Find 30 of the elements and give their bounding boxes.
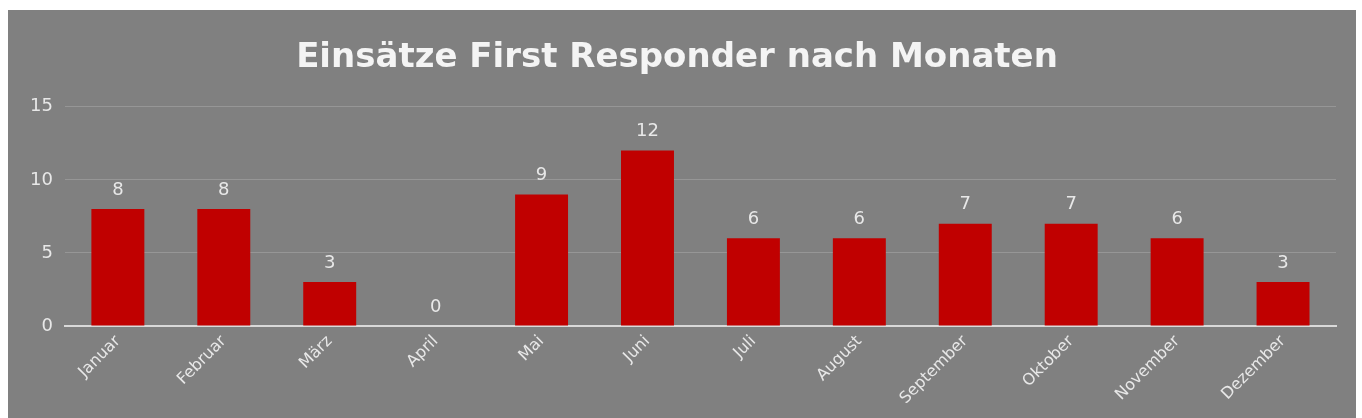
bar [726, 238, 780, 326]
bar [197, 209, 251, 326]
data-label: 12 [636, 119, 659, 141]
bar [938, 223, 992, 326]
y-tick-label: 10 [30, 167, 53, 189]
data-label: 6 [853, 206, 866, 228]
data-label: 6 [1171, 206, 1183, 228]
chart-title: Einsätze First Responder nach Monaten [296, 35, 1058, 76]
data-label: 3 [323, 250, 336, 272]
data-label: 0 [429, 294, 442, 316]
bar [621, 150, 674, 326]
bar [91, 209, 145, 326]
bar [1256, 282, 1310, 326]
bar [1044, 223, 1098, 326]
bar [1150, 238, 1204, 326]
data-label: 7 [1065, 192, 1077, 214]
x-tick-label: Mai [514, 331, 548, 365]
bar [303, 282, 357, 326]
data-label: 8 [218, 177, 230, 199]
y-tick-label: 5 [41, 240, 53, 262]
y-tick-label: 15 [30, 94, 53, 116]
x-tick-label: Juli [728, 331, 760, 362]
bar [515, 194, 569, 326]
data-label: 8 [112, 177, 124, 199]
y-tick-label: 0 [41, 313, 53, 335]
data-label: 3 [1277, 250, 1289, 272]
data-label: 9 [535, 163, 548, 185]
data-label: 6 [747, 206, 760, 228]
bar [832, 238, 886, 326]
data-label: 7 [959, 192, 971, 214]
